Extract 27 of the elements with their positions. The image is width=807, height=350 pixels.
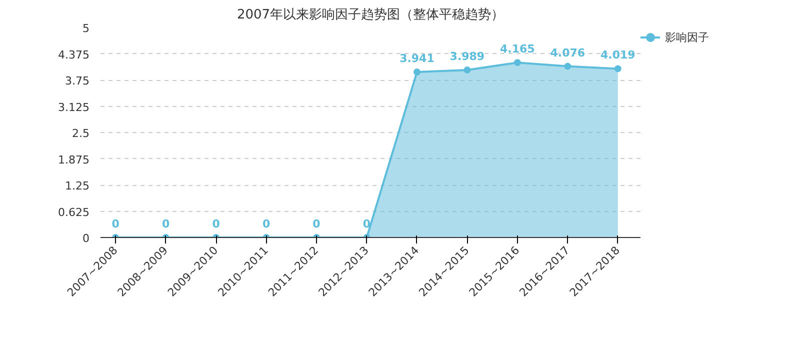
- y-tick-label: 1.25: [65, 180, 90, 192]
- data-label: 3.941: [400, 52, 434, 65]
- point: [564, 62, 572, 70]
- y-tick-label: 0: [82, 232, 90, 245]
- data-label: 4.076: [550, 46, 586, 60]
- data-label: 0: [312, 218, 321, 230]
- data-label: 0: [362, 218, 371, 230]
- point: [614, 65, 622, 72]
- data-label: 4.165: [500, 42, 535, 56]
- y-tick-label: 0.625: [58, 206, 90, 219]
- y-tick-label: 4.375: [58, 48, 90, 62]
- data-label: 0: [212, 218, 220, 230]
- y-tick-label: 3.125: [58, 100, 90, 114]
- chart-title: 2007年以来影响因子趋势图（整体平稳趋势）: [236, 8, 504, 22]
- y-tick-label: 5: [82, 22, 90, 35]
- data-label: 0: [112, 218, 120, 230]
- y-tick-label: 1.875: [58, 153, 90, 166]
- y-tick-label: 2.5: [72, 127, 90, 140]
- data-label: 4.019: [600, 48, 636, 62]
- legend-label: 影响因子: [665, 30, 709, 44]
- point: [514, 59, 521, 66]
- data-label: 0: [162, 218, 170, 230]
- data-label: 3.989: [450, 50, 485, 63]
- point: [413, 68, 420, 76]
- data-label: 0: [262, 218, 270, 230]
- y-tick-label: 3.75: [65, 74, 90, 88]
- point: [464, 66, 471, 74]
